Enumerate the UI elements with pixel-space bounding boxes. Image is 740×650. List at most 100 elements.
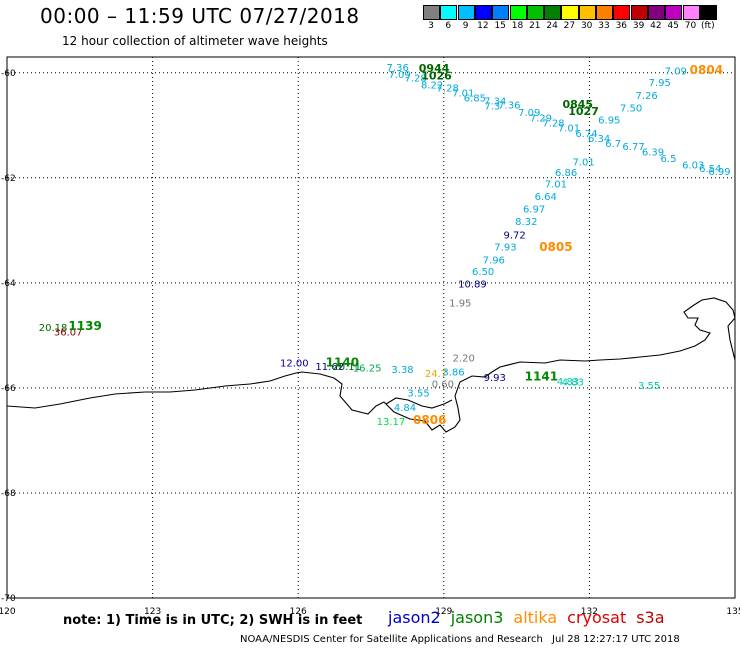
wave-height-label: 24.7 <box>425 369 447 380</box>
wave-height-label: 7.01 <box>572 158 594 169</box>
legend-swatch <box>578 5 596 20</box>
wave-height-label: 4.83 <box>562 377 584 388</box>
wave-height-label: 7.28 <box>542 118 564 129</box>
wave-height-label: 12.00 <box>280 358 309 369</box>
satellite-jason3: jason3 <box>450 608 504 627</box>
legend-swatch <box>492 5 510 20</box>
wave-height-label: 7.3 <box>484 102 500 113</box>
wave-height-label: 3.86 <box>442 367 464 378</box>
page-title: 00:00 – 11:59 UTC 07/27/2018 <box>40 4 360 28</box>
wave-height-label: 13.17 <box>377 417 406 428</box>
legend-swatch <box>630 5 648 20</box>
wave-height-label: 7.36 <box>498 100 520 111</box>
wave-height-label: 7.95 <box>649 78 671 89</box>
legend-swatch <box>457 5 475 20</box>
satellite-cryosat: cryosat <box>567 608 627 627</box>
legend-swatch <box>596 5 614 20</box>
credit-line: NOAA/NESDIS Center for Satellite Applica… <box>240 634 686 645</box>
wave-height-label: 7.09 <box>665 66 687 77</box>
wave-height-label: 6.54 <box>699 164 721 175</box>
legend-label: 33 <box>598 21 610 31</box>
legend-swatch <box>526 5 544 20</box>
pass-time-label: 0944 <box>419 62 450 75</box>
legend-label: 45 <box>667 21 679 31</box>
wave-height-label: 6.03 <box>682 160 704 171</box>
wave-height-label: 6.64 <box>535 192 557 203</box>
wave-height-label: 36.07 <box>54 327 83 338</box>
wave-height-label: 6.77 <box>622 142 644 153</box>
latitude-label: -60 <box>1 69 16 79</box>
wave-height-label: 16.25 <box>353 364 382 375</box>
pass-time-label: 1140 <box>326 355 359 369</box>
wave-height-label: 6.99 <box>708 167 730 178</box>
wave-height-label: 7.96 <box>483 255 505 266</box>
swh-labels: 7.36 09447.097.2810268.227.287.016.857.34… <box>39 62 731 428</box>
latitude-label: -68 <box>1 489 16 499</box>
wave-height-label: 20.11 <box>332 362 361 373</box>
pass-time-label: 1026 <box>421 70 452 83</box>
legend-label: 27 <box>563 21 576 31</box>
satellite-legend: jason2 jason3 altika cryosat s3a <box>388 608 675 627</box>
pass-time-label: 0805 <box>539 240 572 254</box>
legend-label: 42 <box>650 21 662 31</box>
timestamp: Jul 28 12:27:17 UTC 2018 <box>552 634 680 645</box>
wave-height-label: 10.89 <box>458 280 487 291</box>
wave-height-label: 20.18 <box>39 323 68 334</box>
map-frame <box>6 56 736 599</box>
wave-height-label: 7.93 <box>494 242 516 253</box>
pass-time-label: 0806 <box>413 413 446 427</box>
wave-height-label: 2.20 <box>453 354 475 365</box>
wave-height-label: 4.83 <box>557 377 579 388</box>
coastline <box>6 297 736 433</box>
wave-height-label: 7.50 <box>620 104 642 115</box>
longitude-label: 135 <box>726 607 740 617</box>
wave-height-label: 7.26 <box>636 91 658 102</box>
antarctic-coastline <box>6 297 736 433</box>
latitude-label: -62 <box>1 174 16 184</box>
longitude-label: 129 <box>435 607 452 617</box>
legend-label: 18 <box>511 21 524 31</box>
wave-height-label: 3.38 <box>391 365 413 376</box>
legend-label: 21 <box>529 21 541 31</box>
wave-height-label: 3.55 <box>638 381 660 392</box>
legend-label: 36 <box>615 21 628 31</box>
satellite-s3a: s3a <box>636 608 665 627</box>
legend-swatch <box>440 5 458 20</box>
legend-label: 30 <box>580 21 593 31</box>
latitude-label: -70 <box>1 594 16 604</box>
longitude-label: 120 <box>0 607 16 617</box>
graticule: 120 123 126 129 132 135 -60 -62 -64 -66 -68 -70 <box>0 57 740 617</box>
latitude-label: -66 <box>1 384 16 394</box>
latitude-label: -64 <box>1 279 16 289</box>
legend-swatch <box>423 5 441 20</box>
legend-swatch <box>699 5 717 20</box>
wave-height-label: 6.86 <box>555 168 577 179</box>
legend-label: 15 <box>494 21 506 31</box>
legend-swatch <box>682 5 700 20</box>
wave-height-label: 6.97 <box>523 204 545 215</box>
legend-label: 9 <box>462 21 469 31</box>
wave-height-label: 4.84 <box>394 403 416 414</box>
wave-height-label: 6.7 <box>605 139 621 150</box>
satellite-jason2: jason2 <box>388 608 441 627</box>
longitude-label: 132 <box>581 607 598 617</box>
legend-swatch <box>561 5 579 20</box>
pass-time-label: 0804 <box>690 63 723 77</box>
legend-swatch <box>544 5 562 20</box>
wave-height-label: 11.62 <box>315 362 344 373</box>
wave-height-label: 6.95 <box>598 116 620 127</box>
pass-time-label: 1139 <box>68 319 101 333</box>
wave-height-label: 9.93 <box>484 373 506 384</box>
wave-height-label: 1.95 <box>449 298 471 309</box>
wave-height-label: 9.72 <box>504 231 526 242</box>
wave-height-label: 7.34 <box>484 96 506 107</box>
legend-label: 6 <box>445 21 452 31</box>
coastline-inlet <box>385 397 453 409</box>
legend-swatch <box>474 5 493 20</box>
wave-height-label: 8.32 <box>515 217 537 228</box>
satellite-altika: altika <box>513 608 558 627</box>
wave-height-label: 7.36 <box>387 63 409 74</box>
pass-time-label: 1027 <box>568 105 599 118</box>
wave-height-label: 6.74 <box>575 129 597 140</box>
